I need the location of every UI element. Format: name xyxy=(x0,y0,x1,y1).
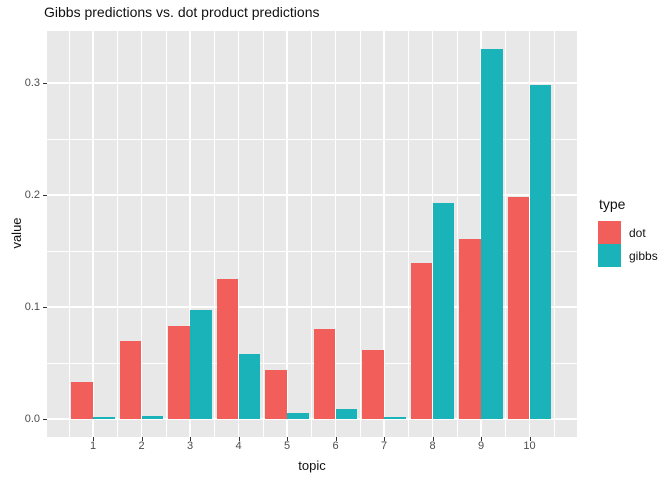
gridline-major-h xyxy=(47,194,577,196)
legend-label-dot: dot xyxy=(629,225,646,240)
bar-dot-topic-7 xyxy=(362,349,384,419)
gridline-major-v xyxy=(189,31,191,437)
x-tick-label-7: 7 xyxy=(380,440,388,452)
x-tick-mark xyxy=(93,437,94,441)
x-tick-label-2: 2 xyxy=(138,440,145,452)
gridline-major-h xyxy=(47,82,577,84)
x-tick-label-1: 1 xyxy=(89,440,97,452)
legend-swatch-gibbs xyxy=(598,244,621,267)
bar-dot-topic-9 xyxy=(459,238,481,419)
y-tick-label-0.1: 0.1 xyxy=(24,301,40,313)
x-tick-label-10: 10 xyxy=(523,440,536,452)
x-tick-mark xyxy=(384,437,385,441)
x-tick-label-9: 9 xyxy=(477,440,485,452)
x-tick-label-8: 8 xyxy=(429,440,436,452)
x-tick-label-3: 3 xyxy=(186,440,194,452)
legend-key-dot: dot xyxy=(598,221,658,244)
y-tick-label-0.2: 0.2 xyxy=(24,189,40,201)
gridline-minor-v xyxy=(359,31,361,437)
x-tick-mark xyxy=(335,437,337,441)
x-tick-mark xyxy=(141,437,143,441)
gridline-major-h xyxy=(47,306,577,308)
gridline-minor-v xyxy=(456,31,458,437)
gridline-minor-v xyxy=(214,31,216,437)
bar-gibbs-topic-10 xyxy=(529,85,552,419)
gridline-minor-v xyxy=(553,31,555,437)
bar-gibbs-topic-8 xyxy=(432,202,455,419)
gridline-minor-h xyxy=(47,139,577,140)
bar-gibbs-topic-2 xyxy=(141,415,164,419)
y-tick-mark xyxy=(43,307,47,308)
bar-dot-topic-2 xyxy=(119,340,142,419)
y-tick-mark xyxy=(43,83,47,84)
bar-gibbs-topic-1 xyxy=(93,416,115,419)
x-tick-label-4: 4 xyxy=(235,440,242,452)
legend-swatch-dot xyxy=(598,221,621,244)
gridline-major-v xyxy=(383,31,385,437)
gridline-minor-v xyxy=(505,31,507,437)
bar-gibbs-topic-4 xyxy=(238,354,261,419)
legend-label-gibbs: gibbs xyxy=(629,248,658,263)
gridline-minor-v xyxy=(262,31,264,437)
gridline-minor-v xyxy=(311,31,313,437)
legend-key-gibbs: gibbs xyxy=(598,244,658,267)
bar-dot-topic-10 xyxy=(507,197,530,419)
bar-dot-topic-1 xyxy=(71,382,93,419)
plot-panel xyxy=(47,31,577,437)
bar-gibbs-topic-6 xyxy=(335,408,358,419)
gridline-minor-v xyxy=(408,31,410,437)
bar-gibbs-topic-7 xyxy=(384,416,406,419)
x-tick-label-6: 6 xyxy=(332,440,339,452)
x-tick-mark xyxy=(481,437,482,441)
gridline-major-h xyxy=(47,418,577,420)
bar-gibbs-topic-5 xyxy=(287,413,309,419)
x-tick-mark xyxy=(529,437,531,441)
x-axis-title: topic xyxy=(298,458,326,473)
bar-dot-topic-6 xyxy=(313,329,336,419)
gridline-major-v xyxy=(334,31,337,437)
bar-dot-topic-4 xyxy=(216,279,239,419)
gridline-minor-h xyxy=(47,251,577,252)
bar-gibbs-topic-9 xyxy=(481,49,503,419)
x-tick-label-5: 5 xyxy=(283,440,291,452)
y-tick-label-0.0: 0.0 xyxy=(24,413,40,425)
chart-title: Gibbs predictions vs. dot product predic… xyxy=(44,4,320,20)
y-tick-mark xyxy=(43,419,47,420)
bar-dot-topic-8 xyxy=(410,263,433,419)
legend: type dot gibbs xyxy=(598,196,658,267)
bar-gibbs-topic-3 xyxy=(190,310,212,419)
x-tick-mark xyxy=(287,437,288,441)
x-tick-mark xyxy=(238,437,240,441)
gridline-minor-h xyxy=(47,363,577,364)
gridline-major-v xyxy=(92,31,94,437)
y-tick-label-0.3: 0.3 xyxy=(24,77,40,89)
gridline-minor-v xyxy=(165,31,167,437)
gridline-major-v xyxy=(237,31,240,437)
legend-title: type xyxy=(599,196,626,212)
x-tick-mark xyxy=(432,437,434,441)
legend-keys: dot gibbs xyxy=(598,221,658,267)
y-tick-mark xyxy=(43,195,47,196)
bar-dot-topic-5 xyxy=(265,369,287,419)
gridline-major-v xyxy=(140,31,143,437)
gridline-major-v xyxy=(286,31,288,437)
y-axis-title: value xyxy=(9,217,24,249)
gridline-minor-v xyxy=(68,31,70,437)
x-tick-mark xyxy=(190,437,191,441)
gridline-minor-v xyxy=(117,31,119,437)
bar-dot-topic-3 xyxy=(168,326,190,419)
